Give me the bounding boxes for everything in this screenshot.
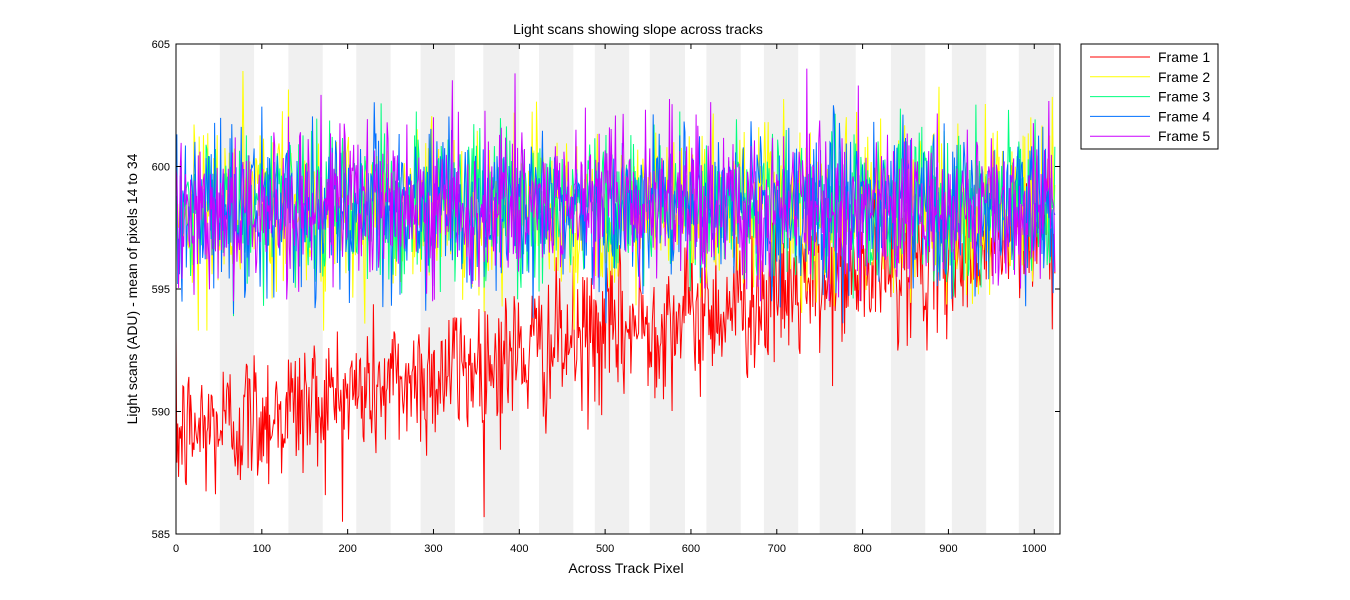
legend-label: Frame 1 <box>1158 49 1210 65</box>
x-tick-label: 100 <box>253 543 271 555</box>
y-tick-label: 600 <box>152 162 170 174</box>
y-axis-label: Light scans (ADU) - mean of pixels 14 to… <box>124 153 140 424</box>
y-tick-label: 590 <box>152 407 170 419</box>
legend-label: Frame 5 <box>1158 128 1210 144</box>
series-line-frame-5 <box>176 68 1056 302</box>
x-tick-label: 800 <box>853 543 871 555</box>
x-tick-label: 400 <box>510 543 528 555</box>
y-tick-label: 595 <box>152 284 170 296</box>
x-tick-label: 300 <box>424 543 442 555</box>
chart-title: Light scans showing slope across tracks <box>513 21 763 37</box>
x-tick-label: 200 <box>338 543 356 555</box>
background-band <box>356 44 391 534</box>
legend: Frame 1 Frame 2 Frame 3 Frame 4 Frame 5 <box>1080 43 1219 150</box>
x-tick-label: 900 <box>939 543 957 555</box>
x-axis-label: Across Track Pixel <box>568 560 683 576</box>
x-tick-label: 0 <box>173 543 179 555</box>
series-layer <box>176 68 1056 522</box>
y-tick-label: 605 <box>152 39 170 51</box>
series-line-frame-1 <box>176 158 1056 522</box>
background-band <box>706 44 741 534</box>
legend-label: Frame 3 <box>1158 89 1210 105</box>
y-axis: 585 590 595 600 605 <box>152 39 1060 541</box>
x-tick-label: 700 <box>768 543 786 555</box>
x-axis: 0 100 200 300 400 500 600 700 800 900 1000 <box>173 44 1046 555</box>
background-band <box>219 44 255 534</box>
legend-label: Frame 2 <box>1158 69 1210 85</box>
y-tick-label: 585 <box>152 529 170 541</box>
x-tick-label: 600 <box>682 543 700 555</box>
x-tick-label: 500 <box>596 543 614 555</box>
background-band <box>483 44 520 534</box>
x-tick-label: 1000 <box>1022 543 1046 555</box>
legend-label: Frame 4 <box>1158 108 1210 124</box>
background-band <box>951 44 987 534</box>
